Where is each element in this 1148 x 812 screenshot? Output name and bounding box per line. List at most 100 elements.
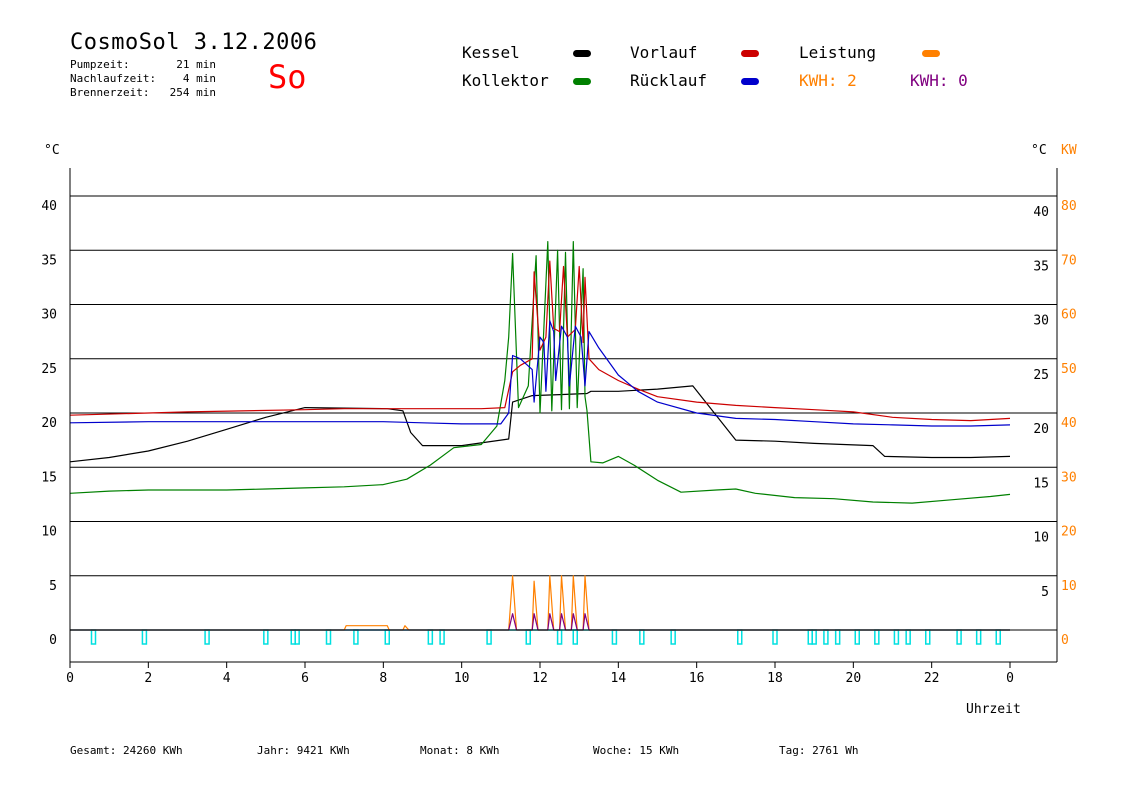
y-tick-label-right: 35 <box>1033 259 1049 274</box>
x-tick-label: 6 <box>301 671 309 686</box>
pump-pulse <box>737 629 743 645</box>
y-tick-label-right: 15 <box>1033 476 1049 491</box>
stat-value: 4 min <box>182 72 216 85</box>
legend-kollektor-swatch <box>573 78 591 85</box>
stat-label: Pumpzeit: <box>70 58 130 71</box>
weekday-label: So <box>268 58 307 96</box>
y-tick-label-left: 0 <box>49 633 57 648</box>
pump-pulse <box>486 629 492 645</box>
series-line <box>69 241 1011 504</box>
pump-pulse <box>995 629 1001 645</box>
stat-value: 254 min <box>169 86 216 99</box>
pump-pulse <box>611 629 618 645</box>
y-tick-label-left: 35 <box>41 253 57 268</box>
pump-pulse <box>204 629 210 645</box>
axes <box>69 168 1058 668</box>
pump-pulse <box>353 629 359 645</box>
x-tick-label: 22 <box>924 671 940 686</box>
y2-tick-label: 50 <box>1061 362 1077 377</box>
x-tick-label: 18 <box>767 671 783 686</box>
pump-pulse <box>772 629 778 645</box>
y2-tick-label: 20 <box>1061 525 1077 540</box>
footer-monat: Monat: 8 KWh <box>420 744 500 757</box>
legend-vorlauf-label: Vorlauf <box>630 43 698 62</box>
pump-pulse <box>811 629 817 645</box>
y-tick-label-right: 30 <box>1033 314 1049 329</box>
legend-kwh-purple: KWH: 0 <box>910 71 968 90</box>
pump-pulse <box>90 629 97 645</box>
pump-pulse <box>439 629 445 645</box>
pump-pulse <box>556 629 563 645</box>
grid-lines <box>70 195 1057 577</box>
stat-brennerzeit: Brennerzeit: 254 min <box>70 86 216 100</box>
x-tick-label: 16 <box>689 671 705 686</box>
pump-pulse <box>905 629 911 645</box>
series-line <box>70 575 1010 631</box>
pump-pulse <box>670 629 676 645</box>
runtime-stats: Pumpzeit: 21 min Nachlaufzeit: 4 min Bre… <box>70 58 216 100</box>
pump-pulse <box>893 629 900 645</box>
x-tick-label: 20 <box>846 671 862 686</box>
y-tick-label-right: 40 <box>1033 205 1049 220</box>
pump-pulse <box>854 629 860 645</box>
x-tick-label: 10 <box>454 671 470 686</box>
x-tick-label: 8 <box>379 671 387 686</box>
pump-pulse <box>525 629 531 645</box>
series-line <box>69 260 1011 422</box>
y-tick-label-left: 25 <box>41 362 57 377</box>
pump-pulse <box>956 629 962 645</box>
y-tick-label-left: 15 <box>41 470 57 485</box>
footer-tag: Tag: 2761 Wh <box>779 744 859 757</box>
legend-ruecklauf-swatch <box>741 78 759 85</box>
legend-kollektor-label: Kollektor <box>462 71 549 90</box>
y-tick-label-left: 40 <box>41 199 57 214</box>
y-tick-label-left: 20 <box>41 416 57 431</box>
chart-title: CosmoSol 3.12.2006 <box>70 30 318 55</box>
pump-pulse <box>141 629 148 645</box>
pump-pulse <box>294 629 300 645</box>
y2-tick-label: 30 <box>1061 470 1077 485</box>
legend-vorlauf-swatch <box>741 50 759 57</box>
series-line <box>69 320 1011 427</box>
y2-tick-label: 70 <box>1061 253 1077 268</box>
pump-pulse <box>975 629 982 645</box>
pump-pulses <box>70 629 1010 645</box>
pump-pulse <box>572 629 578 645</box>
pump-pulse <box>325 629 332 645</box>
y-tick-label-left: 5 <box>49 579 57 594</box>
stat-value: 21 min <box>176 58 216 71</box>
y-tick-label-right: 20 <box>1033 422 1049 437</box>
x-tick-label: 12 <box>532 671 548 686</box>
footer-jahr: Jahr: 9421 KWh <box>257 744 350 757</box>
y2-tick-label: 60 <box>1061 308 1077 323</box>
tick-labels: 0 2 4 6 8 10 12 14 16 18 20 22 0 0 5 10 15 20 25 30 35 40 5 10 1… <box>41 199 1076 686</box>
y2-tick-label: 40 <box>1061 416 1077 431</box>
y2-tick-label: 0 <box>1061 633 1069 648</box>
y2-tick-label: 10 <box>1061 579 1077 594</box>
y-tick-label-right: 25 <box>1033 368 1049 383</box>
x-tick-label: 2 <box>144 671 152 686</box>
x-tick-label: 14 <box>611 671 627 686</box>
pump-pulse <box>834 629 841 645</box>
legend-kessel-swatch <box>573 50 591 57</box>
pump-pulse <box>263 629 269 645</box>
series-line <box>70 613 1010 631</box>
legend-kwh-orange: KWH: 2 <box>799 71 857 90</box>
x-tick-label: 4 <box>223 671 231 686</box>
pump-pulse <box>639 629 645 645</box>
legend-ruecklauf-label: Rücklauf <box>630 71 708 90</box>
pump-pulse <box>384 629 390 645</box>
x-tick-label: 0 <box>66 671 74 686</box>
footer-woche: Woche: 15 KWh <box>593 744 680 757</box>
x-tick-label: 0 <box>1006 671 1014 686</box>
y-tick-label-left: 30 <box>41 308 57 323</box>
x-axis-label: Uhrzeit <box>966 702 1021 717</box>
stat-nachlaufzeit: Nachlaufzeit: 4 min <box>70 72 216 86</box>
y-tick-label-right: 10 <box>1033 531 1049 546</box>
y-tick-label-left: 10 <box>41 525 57 540</box>
right-axis-unit-celsius: °C <box>1031 143 1047 158</box>
series-lines <box>69 241 1011 631</box>
legend-leistung-swatch <box>922 50 940 57</box>
legend-kessel-label: Kessel <box>462 43 520 62</box>
